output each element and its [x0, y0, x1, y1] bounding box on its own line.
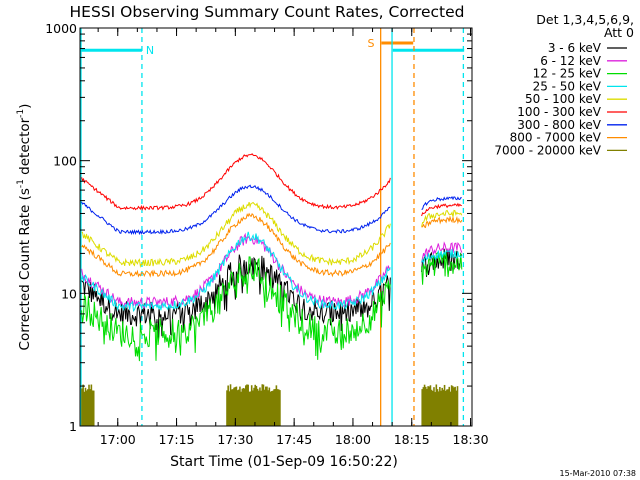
- x-tick-label: 17:00: [100, 432, 136, 447]
- legend-header-line2: Att 0: [604, 25, 634, 40]
- x-tick-label: 18:00: [335, 432, 371, 447]
- series-line-50to100keV-after-gap: [421, 209, 463, 227]
- series-line-12to25keV: [81, 256, 391, 362]
- series-line-300to800keV-after-gap: [421, 195, 462, 210]
- chart-title: HESSI Observing Summary Count Rates, Cor…: [70, 3, 465, 21]
- legend-label: 300 - 800 keV: [517, 118, 601, 132]
- axis-ticks: 17:00 17:15 17:30 17:45 18:00 18:15 18:30 1 10 10…: [45, 21, 488, 447]
- legend-label: 3 - 6 keV: [548, 41, 602, 55]
- flag-label-s: S: [367, 37, 374, 50]
- x-tick-label: 17:45: [276, 432, 312, 447]
- legend-label: 800 - 7000 keV: [510, 131, 602, 145]
- series-line-100to300keV: [81, 153, 391, 211]
- x-tick-label: 18:15: [394, 432, 430, 447]
- y-axis-label: Corrected Count Rate (s-1 detector-1): [16, 104, 33, 351]
- legend-label: 6 - 12 keV: [540, 54, 602, 68]
- series-line-50to100keV: [81, 201, 391, 269]
- series-line-100to300keV-after-gap: [421, 202, 462, 217]
- legend-header-line1: Det 1,3,4,5,6,9,: [536, 12, 634, 27]
- x-tick-label: 18:30: [453, 432, 489, 447]
- legend-label: 50 - 100 keV: [525, 92, 602, 106]
- y-tick-label: 10: [61, 286, 77, 301]
- timestamp: 15-Mar-2010 07:38: [560, 469, 637, 478]
- series-line-25to50keV-after-gap: [421, 248, 463, 265]
- series-line-800to7000keV: [81, 212, 391, 278]
- legend-label: 25 - 50 keV: [533, 79, 602, 93]
- flag-label-n: N: [146, 44, 154, 57]
- series-line-300to800keV: [81, 184, 391, 236]
- series-line-800to7000keV-after-gap: [421, 215, 463, 229]
- x-axis-label: Start Time (01-Sep-09 16:50:22): [170, 454, 398, 470]
- series-layer: [81, 153, 463, 362]
- marker-layer: [80, 28, 465, 426]
- x-tick-label: 17:15: [159, 432, 195, 447]
- series-line-25to50keV: [81, 231, 391, 313]
- burst-layer: [81, 384, 459, 426]
- flag-layer: NS: [80, 37, 465, 57]
- legend-label: 7000 - 20000 keV: [494, 143, 601, 157]
- series-line-6to12keV-after-gap: [421, 241, 463, 263]
- plot-frame: [79, 27, 473, 427]
- y-tick-label: 100: [53, 154, 77, 169]
- x-tick-label: 17:30: [217, 432, 253, 447]
- y-tick-label: 1: [69, 419, 77, 434]
- series-line-12to25keV-after-gap: [421, 252, 463, 285]
- legend-label: 12 - 25 keV: [533, 67, 602, 81]
- y-tick-label: 1000: [45, 21, 77, 36]
- legend-label: 100 - 300 keV: [517, 105, 601, 119]
